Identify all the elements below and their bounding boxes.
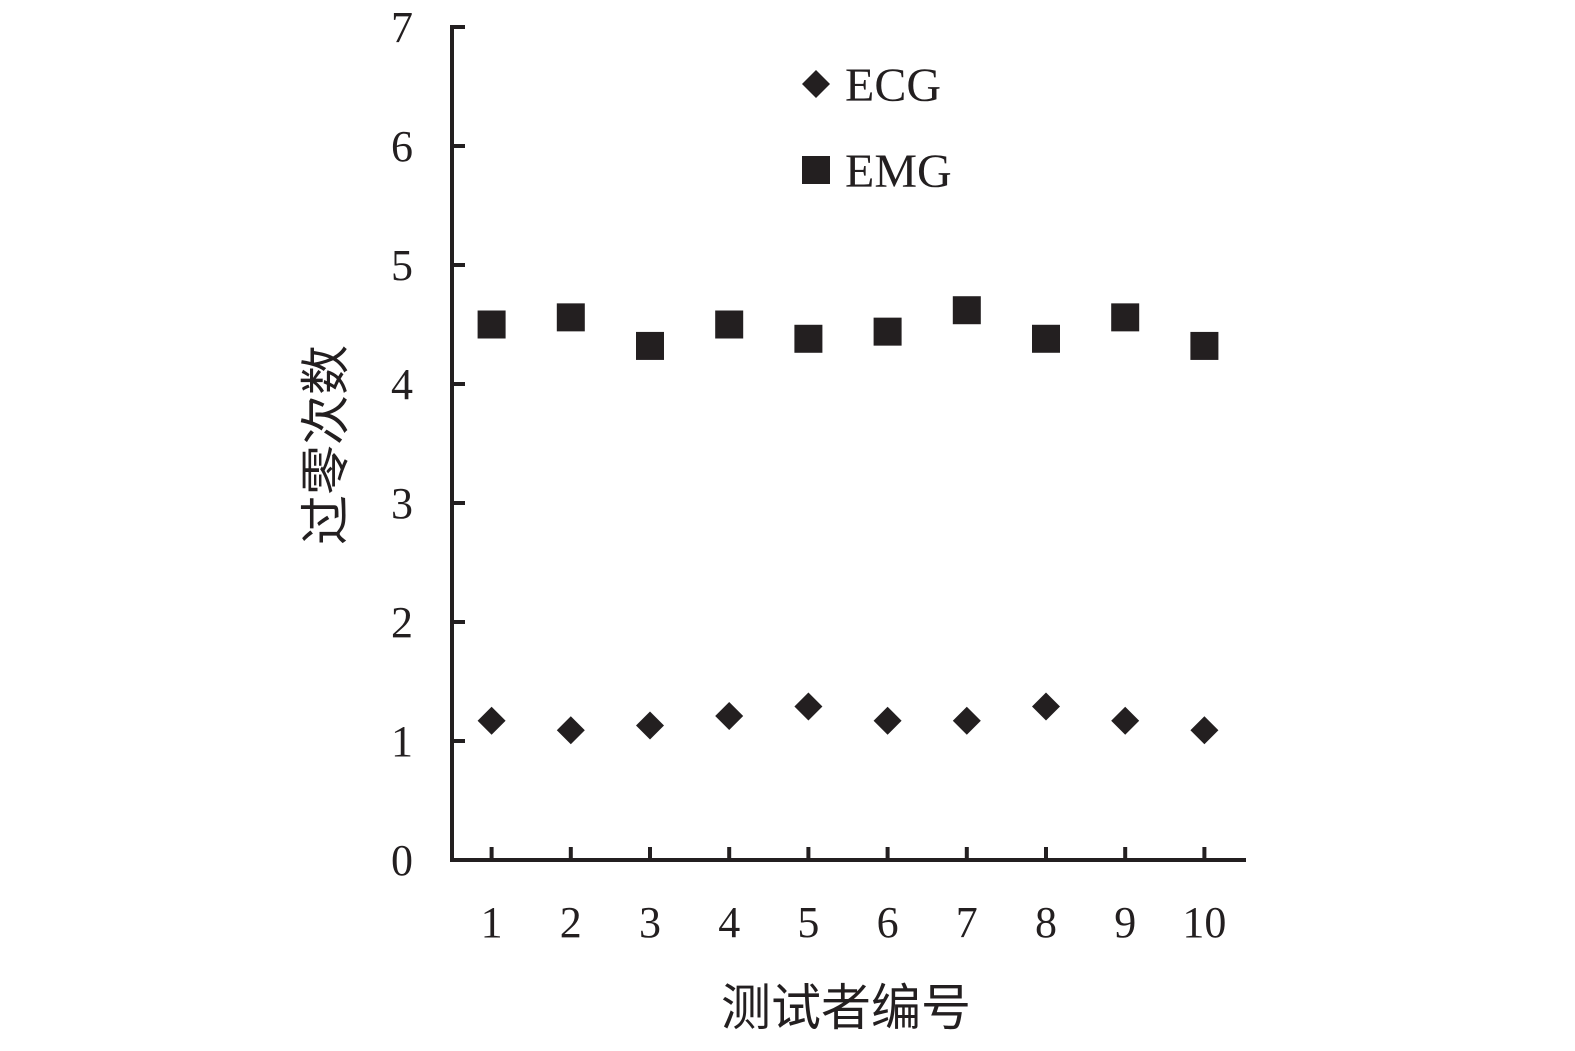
emg-point (873, 317, 902, 346)
ecg-point (1190, 716, 1219, 745)
x-tick-label: 4 (718, 898, 740, 947)
legend-label-emg: EMG (845, 145, 952, 198)
y-tick-label: 0 (391, 836, 413, 885)
y-tick-label: 5 (391, 241, 413, 290)
y-tick-label: 1 (391, 717, 413, 766)
legend-item-ecg: ECG (802, 59, 941, 112)
y-axis-title: 过零次数 (298, 345, 354, 545)
emg-point (1032, 324, 1060, 353)
data-points (477, 296, 1219, 745)
x-tick-label: 3 (639, 898, 661, 947)
x-tick-label: 2 (560, 898, 582, 947)
x-tick-label: 6 (877, 898, 899, 947)
ecg-point (952, 706, 981, 735)
x-tick-label: 7 (956, 898, 978, 947)
emg-point (1190, 331, 1219, 360)
emg-point (636, 331, 664, 360)
x-axis-tick-labels: 1 2 3 4 5 6 7 8 9 10 (481, 898, 1227, 947)
emg-point (1111, 303, 1140, 332)
emg-point (952, 296, 981, 325)
legend-item-emg: EMG (802, 145, 952, 198)
ecg-point (873, 706, 902, 735)
x-tick-label: 1 (481, 898, 503, 947)
y-axis-ticks (452, 25, 465, 862)
y-tick-label: 6 (391, 122, 413, 171)
emg-point (477, 310, 506, 339)
x-axis-ticks (489, 847, 1207, 860)
legend-marker-diamond (802, 70, 830, 98)
y-tick-label: 2 (391, 598, 413, 647)
y-tick-label: 4 (391, 360, 413, 409)
legend-marker-square (802, 156, 830, 184)
legend: ECG EMG (802, 59, 952, 198)
legend-label-ecg: ECG (845, 59, 941, 112)
emg-point (794, 324, 823, 353)
y-tick-label: 3 (391, 479, 413, 528)
ecg-point (794, 692, 823, 721)
x-axis-title: 测试者编号 (721, 980, 971, 1036)
x-tick-label: 10 (1182, 898, 1226, 947)
ecg-point (556, 716, 585, 745)
emg-point (715, 310, 744, 339)
x-tick-label: 5 (797, 898, 819, 947)
ecg-point (477, 706, 506, 735)
ecg-point (715, 702, 744, 731)
ecg-point (636, 711, 664, 740)
x-tick-label: 9 (1114, 898, 1136, 947)
ecg-point (1032, 692, 1060, 721)
x-tick-label: 8 (1035, 898, 1057, 947)
y-axis-tick-labels: 0 1 2 3 4 5 6 7 (391, 3, 413, 885)
y-tick-label: 7 (391, 3, 413, 52)
emg-point (556, 303, 585, 332)
ecg-point (1111, 706, 1140, 735)
